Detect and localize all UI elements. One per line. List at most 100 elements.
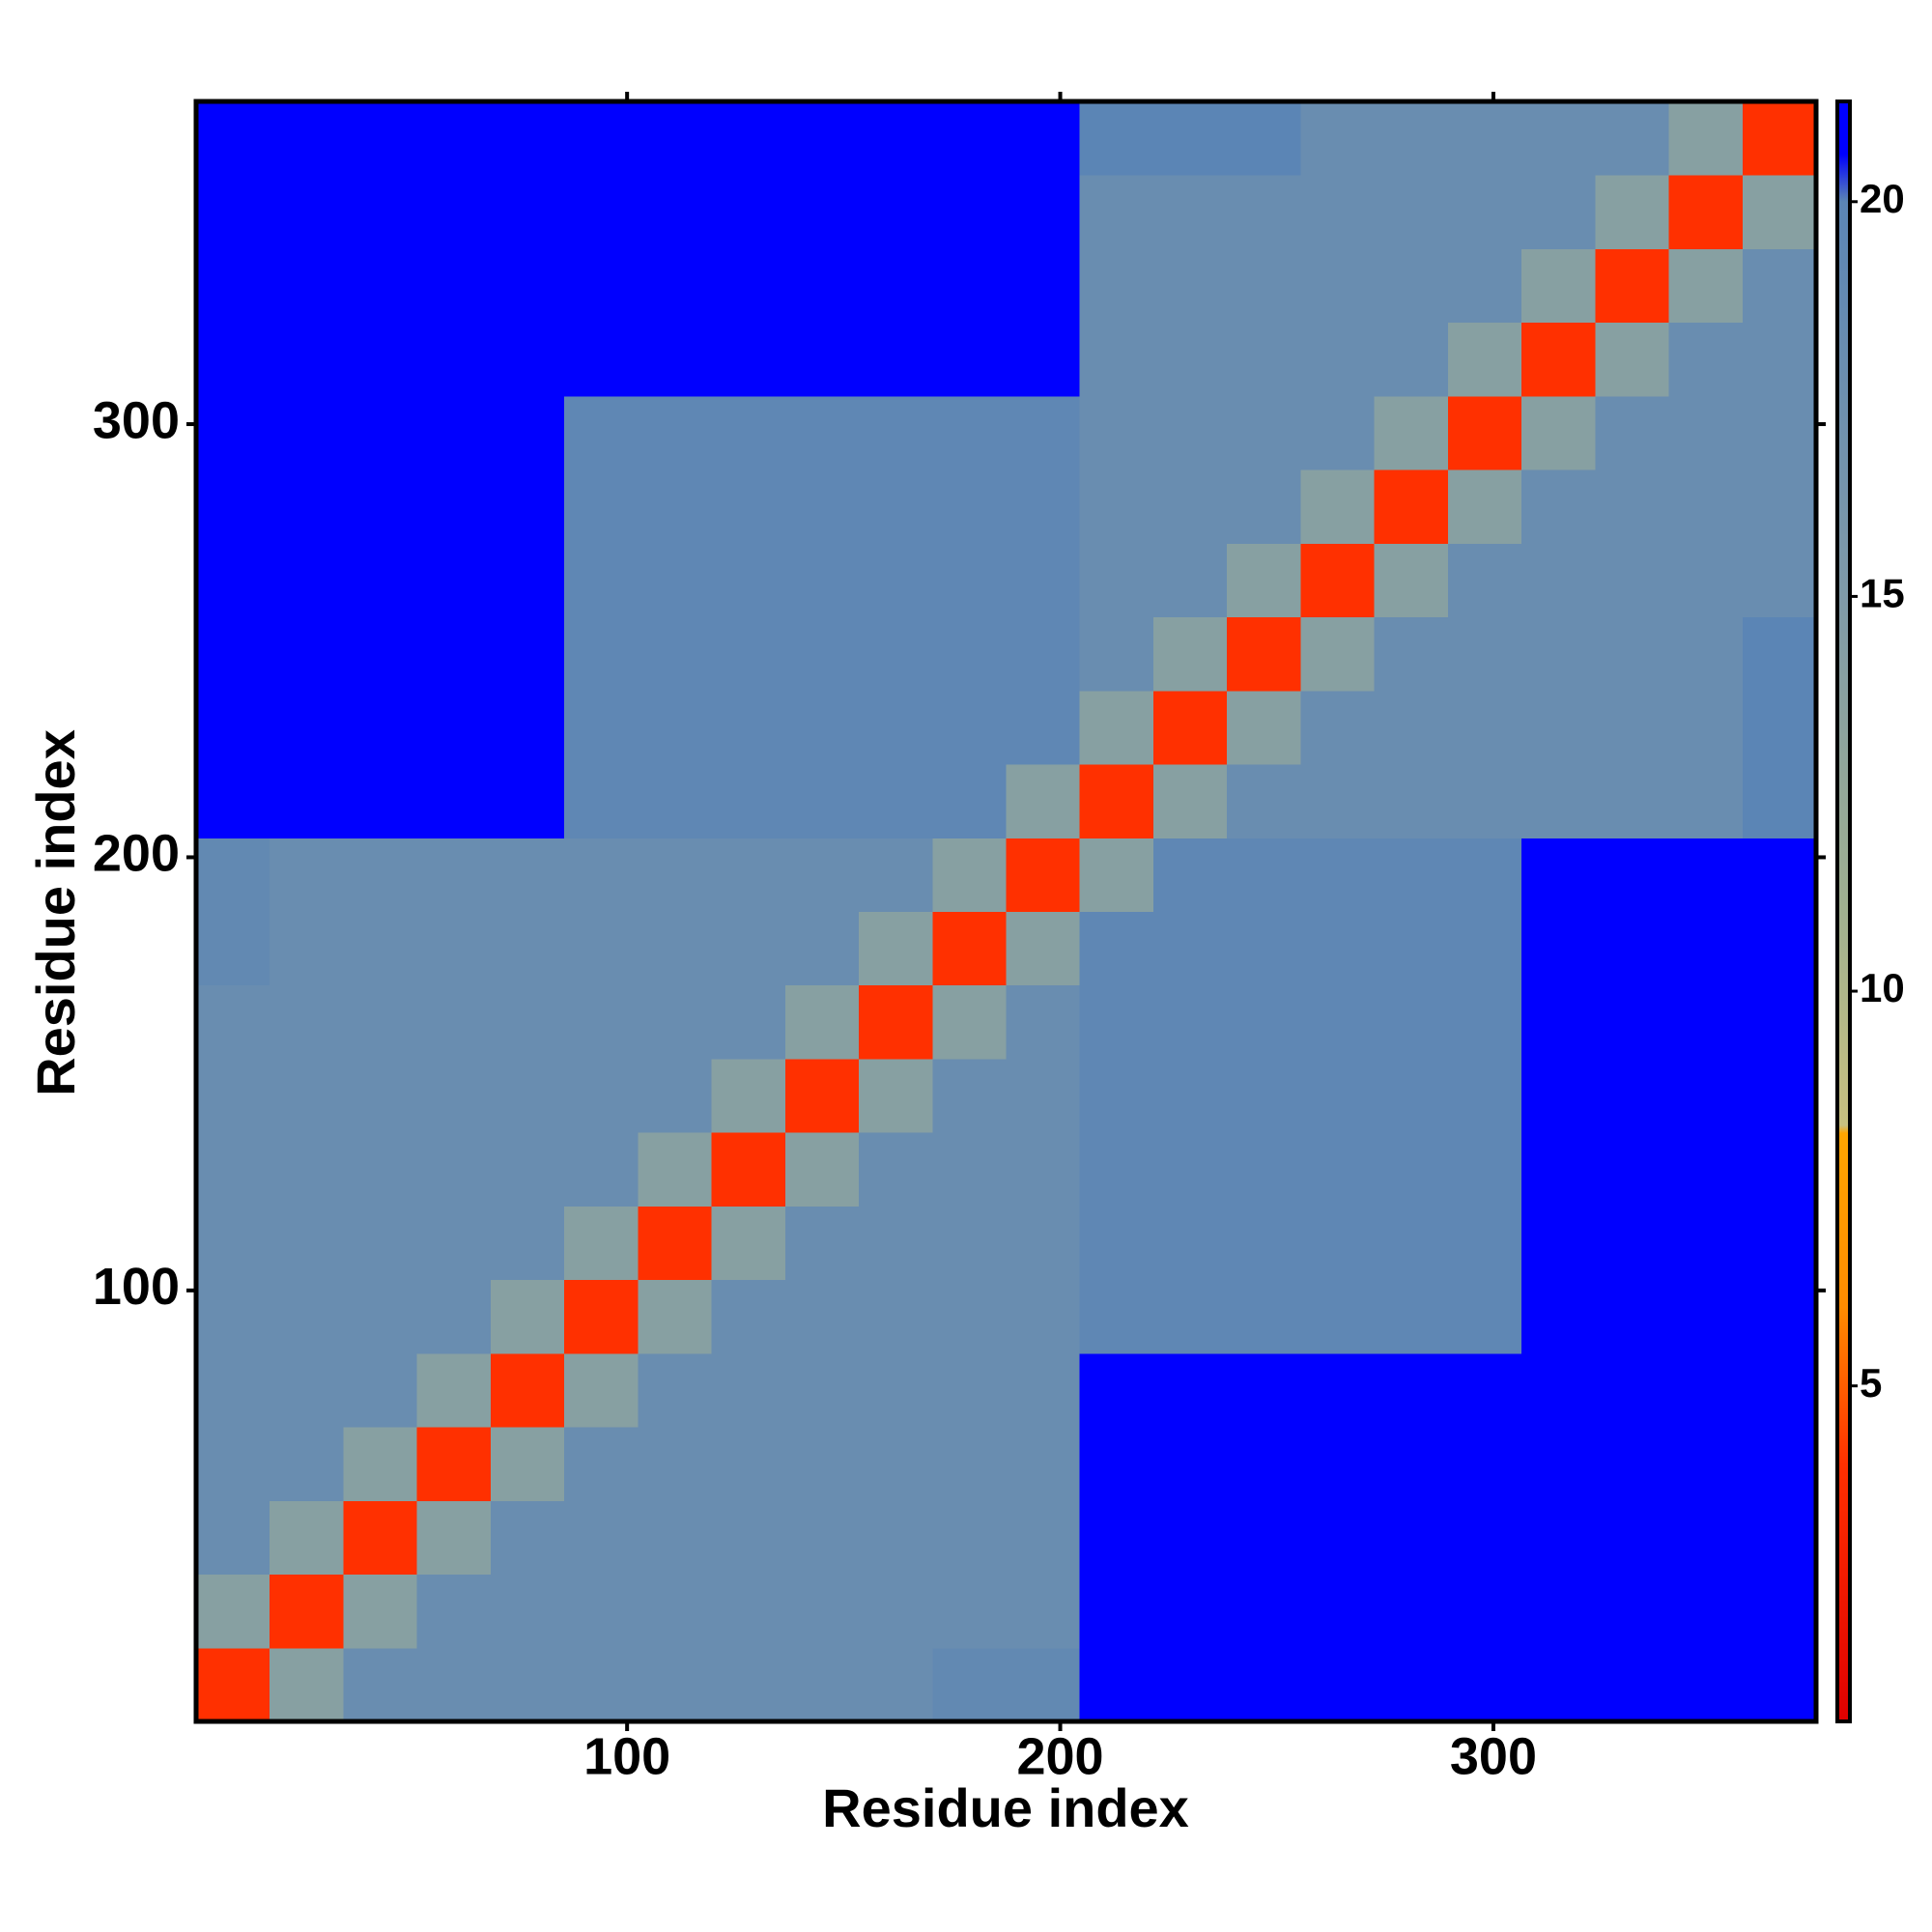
heatmap-cell xyxy=(1227,395,1301,470)
heatmap-cell xyxy=(490,984,565,1060)
heatmap-cell xyxy=(711,543,786,618)
heatmap-cell xyxy=(196,543,270,618)
heatmap-cell xyxy=(1152,1500,1228,1576)
heatmap-cell xyxy=(343,616,418,692)
heatmap-cell xyxy=(1300,1427,1376,1501)
heatmap-cell xyxy=(1447,764,1522,838)
heatmap-cell xyxy=(638,1279,713,1354)
heatmap-cell xyxy=(1006,838,1081,912)
heatmap-cell xyxy=(343,248,418,324)
heatmap-cell xyxy=(711,764,786,838)
heatmap-cell xyxy=(1300,1279,1376,1354)
heatmap-cell xyxy=(1668,543,1744,618)
heatmap-cell xyxy=(1374,322,1449,397)
heatmap-cell xyxy=(1227,175,1301,249)
heatmap-cell xyxy=(416,101,492,176)
heatmap-cell xyxy=(1227,101,1301,176)
heatmap-cell xyxy=(416,395,492,470)
heatmap-cell xyxy=(1079,1279,1154,1354)
heatmap-cell xyxy=(784,175,860,249)
heatmap-cell xyxy=(1227,616,1301,692)
heatmap-cell xyxy=(196,1427,270,1501)
heatmap-cell xyxy=(1742,911,1817,986)
heatmap-cell xyxy=(1006,1647,1081,1722)
heatmap-cell xyxy=(1006,175,1081,249)
heatmap-cell xyxy=(932,1647,1007,1722)
heatmap-cell xyxy=(1227,1647,1301,1722)
heatmap-cell xyxy=(196,248,270,324)
heatmap-cell xyxy=(1742,764,1817,838)
heatmap-cell xyxy=(711,101,786,176)
heatmap-cell xyxy=(1742,616,1817,692)
heatmap-cell xyxy=(564,690,639,765)
heatmap-cell xyxy=(1374,984,1449,1060)
heatmap-cell xyxy=(784,543,860,618)
heatmap-cell xyxy=(1152,690,1228,765)
heatmap-cell xyxy=(564,101,639,176)
heatmap-cell xyxy=(784,616,860,692)
heatmap-cell xyxy=(1079,1058,1154,1133)
heatmap-cell xyxy=(343,1279,418,1354)
heatmap-cell xyxy=(1300,1132,1376,1207)
heatmap-cell xyxy=(564,764,639,838)
heatmap-cell xyxy=(638,1574,713,1649)
heatmap-cell xyxy=(1595,395,1670,470)
heatmap-cell xyxy=(270,469,344,544)
heatmap-cell xyxy=(196,1206,270,1281)
heatmap-cell xyxy=(784,838,860,912)
heatmap-cell xyxy=(490,1647,565,1722)
heatmap-cell xyxy=(270,175,344,249)
heatmap-cell xyxy=(1006,1352,1081,1428)
heatmap-cell xyxy=(270,543,344,618)
heatmap-cell xyxy=(859,1206,933,1281)
heatmap-cell xyxy=(1152,1206,1228,1281)
heatmap-cell xyxy=(270,616,344,692)
heatmap-cell xyxy=(564,1058,639,1133)
heatmap-cell xyxy=(490,469,565,544)
heatmap-cell xyxy=(932,616,1007,692)
x-tick-label: 300 xyxy=(1450,1727,1537,1785)
heatmap-cell xyxy=(1300,1352,1376,1428)
heatmap-cell xyxy=(859,469,933,544)
heatmap-cell xyxy=(1227,1058,1301,1133)
heatmap-cell xyxy=(1300,984,1376,1060)
heatmap-cell xyxy=(196,911,270,986)
heatmap-cell xyxy=(711,1500,786,1576)
heatmap-cell xyxy=(564,616,639,692)
heatmap-cell xyxy=(932,838,1007,912)
heatmap-cell xyxy=(859,543,933,618)
heatmap-cell xyxy=(784,322,860,397)
heatmap-cell xyxy=(1006,469,1081,544)
heatmap-cell xyxy=(1079,1427,1154,1501)
colorbar xyxy=(1835,99,1852,1723)
heatmap-cell xyxy=(1079,248,1154,324)
heatmap-cell xyxy=(1152,101,1228,176)
heatmap-cell xyxy=(1006,395,1081,470)
heatmap-cell xyxy=(1521,175,1596,249)
heatmap-cell xyxy=(784,1132,860,1207)
heatmap-cell xyxy=(196,838,270,912)
heatmap-cell xyxy=(1152,1279,1228,1354)
heatmap-cell xyxy=(416,175,492,249)
heatmap-cell xyxy=(1521,1206,1596,1281)
heatmap-cell xyxy=(490,1574,565,1649)
heatmap-cell xyxy=(270,1647,344,1722)
heatmap-cell xyxy=(1374,1500,1449,1576)
heatmap-cell xyxy=(1447,1500,1522,1576)
heatmap-cell xyxy=(1079,1206,1154,1281)
heatmap-cell xyxy=(1595,248,1670,324)
heatmap-cell xyxy=(270,911,344,986)
heatmap-cell xyxy=(1521,1352,1596,1428)
heatmap-cell xyxy=(784,1352,860,1428)
heatmap-cell xyxy=(1006,1500,1081,1576)
heatmap-cell xyxy=(1079,984,1154,1060)
heatmap-cell xyxy=(564,1647,639,1722)
heatmap-cell xyxy=(343,395,418,470)
heatmap-cell xyxy=(416,1647,492,1722)
heatmap-cell xyxy=(1521,690,1596,765)
heatmap-cell xyxy=(638,616,713,692)
heatmap-cell xyxy=(932,690,1007,765)
heatmap-cell xyxy=(564,248,639,324)
heatmap-cell xyxy=(1006,984,1081,1060)
y-tick-label: 300 xyxy=(93,391,180,449)
